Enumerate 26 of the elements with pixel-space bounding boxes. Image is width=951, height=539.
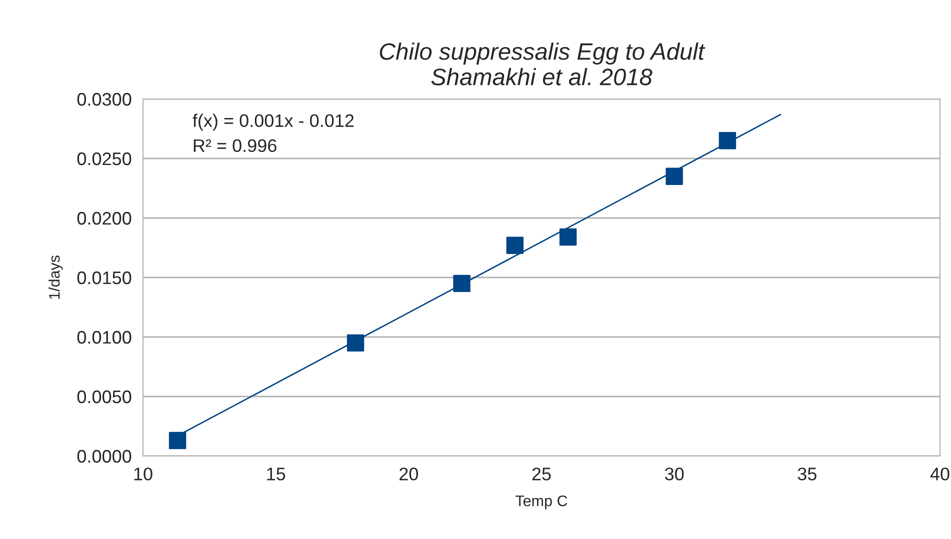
point [506,236,524,254]
point [718,132,736,150]
y-tick-label: 0.0150 [77,271,132,284]
point [168,432,186,450]
point [559,228,577,246]
y-tick-label: 0.0050 [77,390,132,404]
point [346,334,364,352]
x-axis-title: Temp C [516,495,568,510]
x-tick-label: 35 [798,468,816,480]
y-tick-label: 0.0000 [77,450,132,463]
x-tick-label: 40 [930,468,950,480]
x-tick-label: 30 [664,468,684,480]
x-tick-label: 25 [532,468,551,480]
chart-title: Chilo suppressalis Egg to Adult Shamakhi et al. 2018 [380,42,706,86]
annotation: R² = 0.996 [194,139,276,152]
y-tick-label: 0.0100 [77,330,132,344]
x-tick-label: 15 [267,468,286,480]
y-axis-title: 1/days [48,256,63,299]
annotation: f(x) = 0.001x - 0.012 [192,114,354,131]
y-tick-label: 0.0300 [77,92,132,106]
x-tick-label: 10 [134,468,152,480]
y-tick-label: 0.0250 [77,152,132,166]
point [666,168,683,185]
x-tick-label: 20 [400,468,418,480]
point [453,274,470,292]
y-tick-label: 0.0200 [77,212,132,225]
